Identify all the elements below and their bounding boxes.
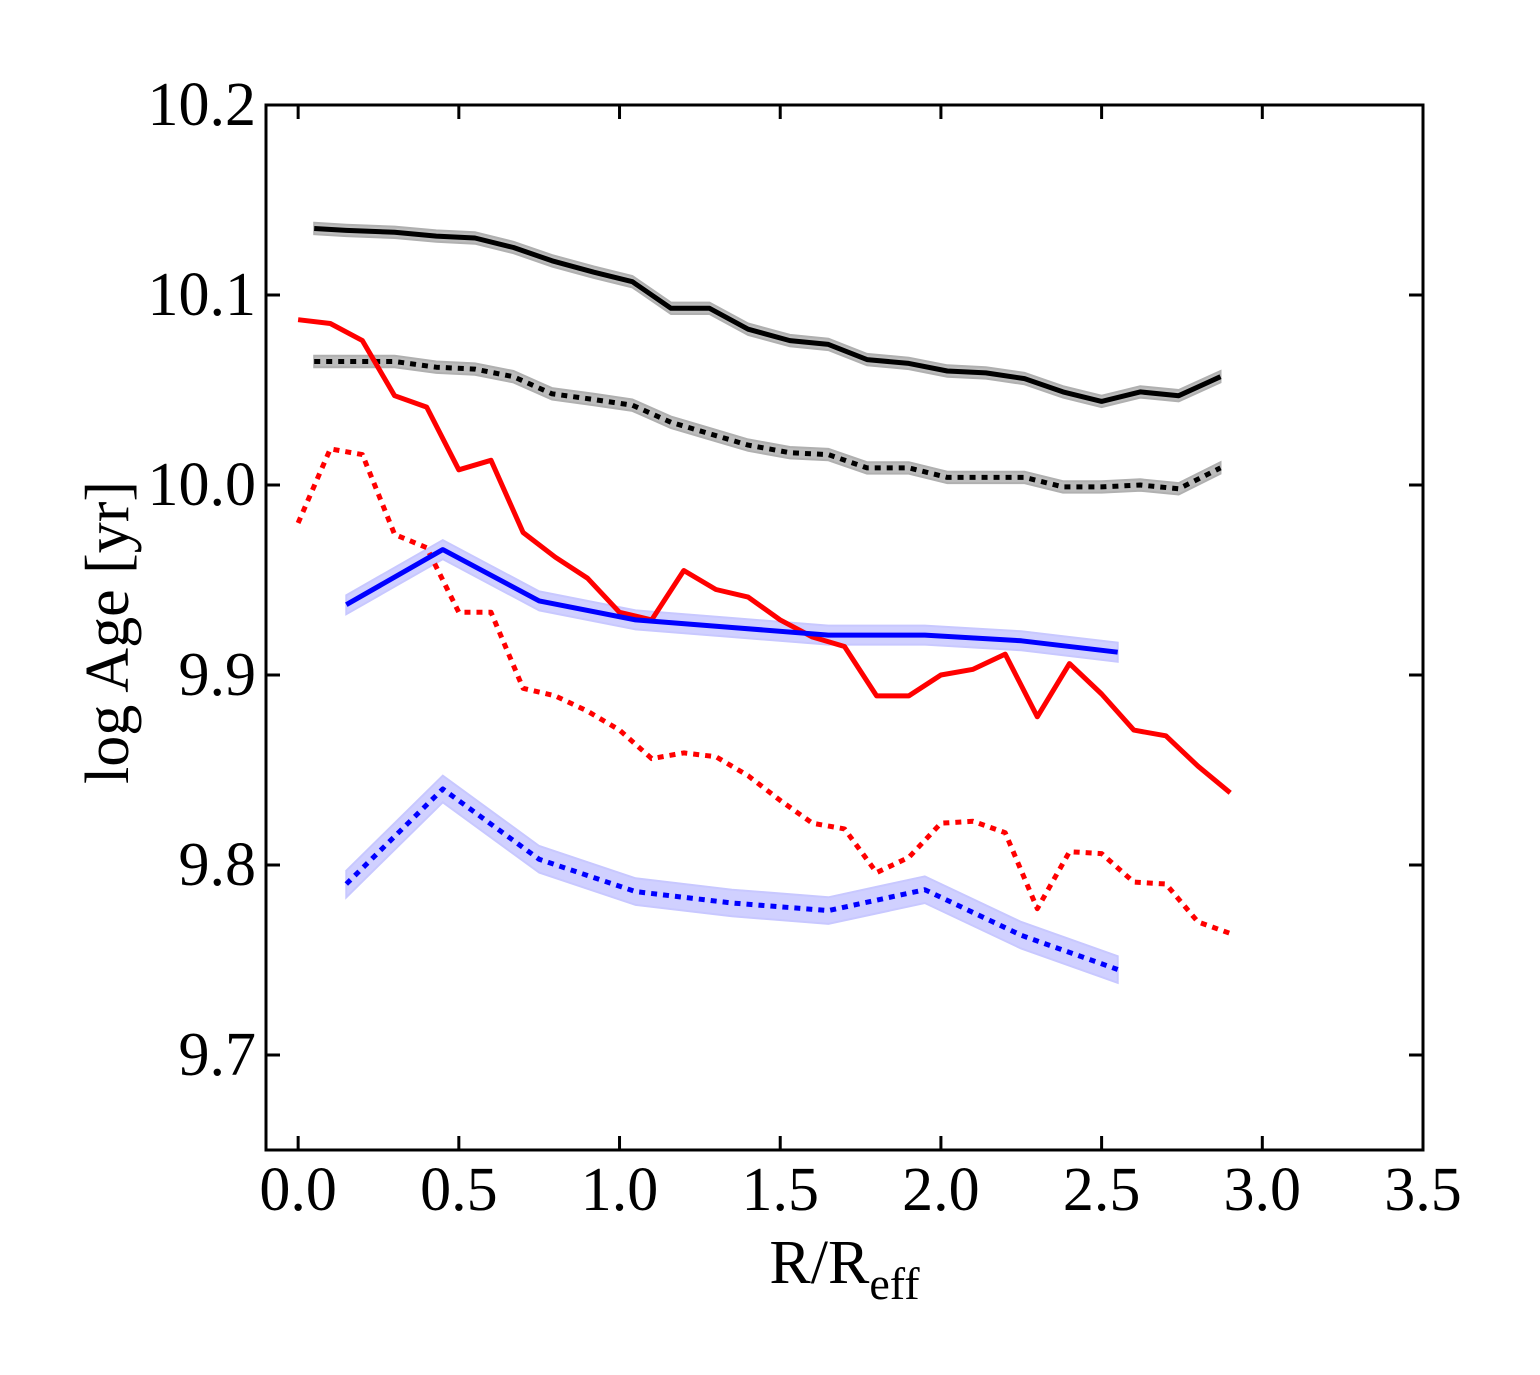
black-solid-line: [314, 226, 1222, 404]
x-tick-label: 3.0: [1224, 1156, 1302, 1224]
x-tick-label: 0.5: [420, 1156, 498, 1224]
series-lines: [295, 226, 1232, 972]
blue-dotted-band: [345, 774, 1119, 985]
blue-solid-line: [345, 547, 1118, 655]
x-tick-label: 2.5: [1063, 1156, 1141, 1224]
x-axis-label: R/Reff: [769, 1229, 920, 1309]
black-dotted-line: [314, 359, 1222, 492]
y-tick-label: 10.0: [148, 451, 257, 519]
red-solid-line: [297, 317, 1232, 795]
y-tick-label: 10.1: [148, 261, 257, 329]
x-tick-label: 2.0: [902, 1156, 980, 1224]
red-dotted-line: [295, 446, 1232, 936]
x-tick-label: 3.5: [1384, 1156, 1462, 1224]
black-solid-band: [313, 221, 1222, 409]
tick-labels: 0.0 0.5 1.0 1.5 2.0 2.5 3.0 3.5 9.7 9.8 9.9 10.0 10.…: [148, 71, 1462, 1224]
axis-ticks: [266, 103, 1425, 1150]
y-tick-label: 9.8: [179, 831, 257, 899]
y-tick-label: 10.2: [148, 71, 257, 139]
x-tick-label: 1.0: [581, 1156, 659, 1224]
y-tick-label: 9.7: [179, 1021, 257, 1089]
y-tick-label: 9.9: [179, 641, 257, 709]
x-tick-label: 0.0: [259, 1156, 337, 1224]
plot-frame: [264, 103, 1425, 1152]
x-tick-label: 1.5: [741, 1156, 819, 1224]
y-axis-label: log Age [yr]: [74, 481, 142, 784]
blue-solid-band: [345, 538, 1119, 663]
black-dotted-band: [313, 354, 1222, 496]
